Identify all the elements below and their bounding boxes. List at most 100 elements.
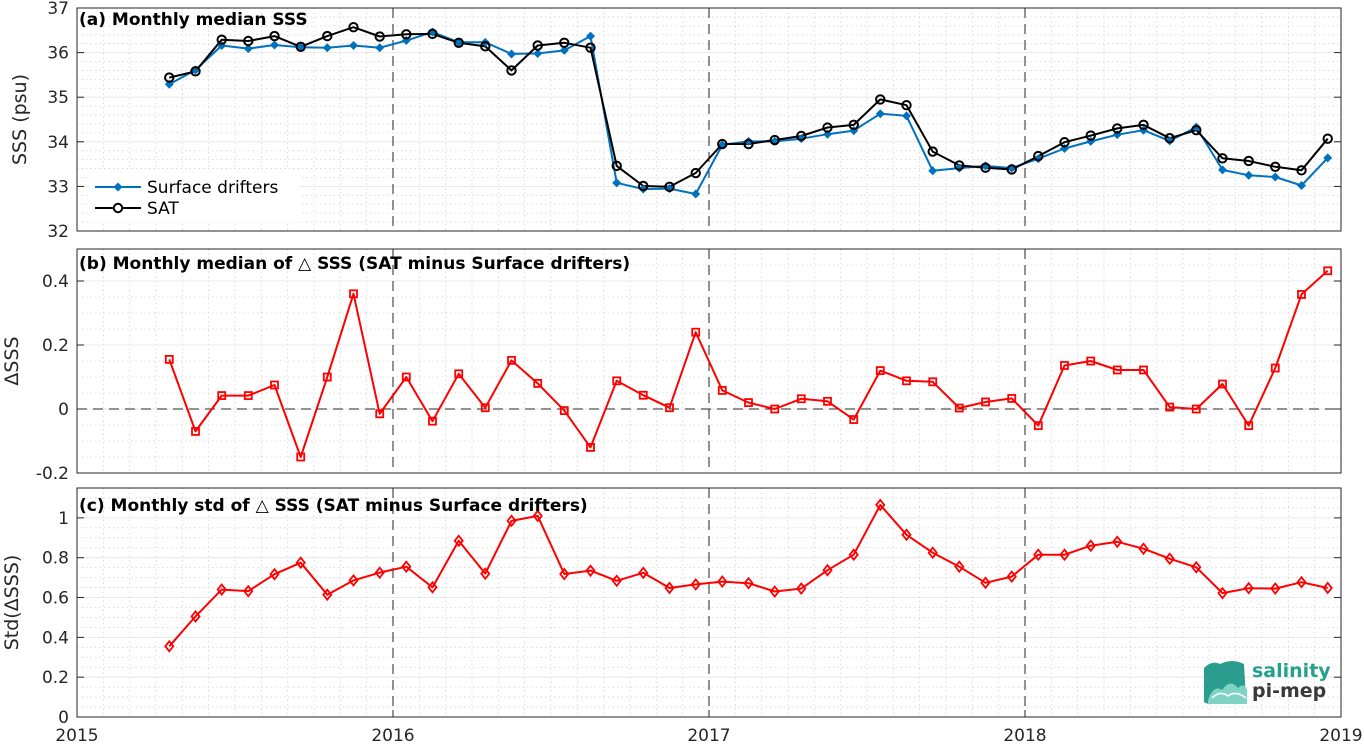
data-point [665,403,674,413]
data-point [822,122,833,133]
data-point [638,184,648,194]
data-point [1218,379,1227,389]
data-point [981,397,990,407]
x-tick-label: 2017 [687,726,730,745]
data-point [190,66,201,77]
data-point [1033,421,1043,431]
data-point [295,41,306,53]
salinity-pi-mep-logo: salinity pi-mep [1204,660,1331,704]
panel-b-monthly-median-delta-sss: -0.2 0 0.2 0.4 ΔSSS (b) Monthly median of △… [1,248,1342,484]
data-point [664,581,675,595]
y-tick-label: 0.4 [42,272,69,292]
x-tick-label: 2019 [1319,726,1362,745]
data-point [586,31,595,41]
data-point [1164,552,1175,566]
data-point [454,369,464,379]
data-point [927,546,938,560]
y-tick-label: 37 [47,0,69,19]
data-point [533,378,543,388]
panel-a-monthly-median-sss: 32 33 34 35 36 37 SSS (psu) (a) Monthly media… [9,0,1342,242]
y-tick-label: 1 [58,509,69,529]
data-point [1112,365,1122,375]
data-point [980,162,991,173]
legend-label-sat: SAT [147,199,179,219]
panel-c-title: (c) Monthly std of △ SSS (SAT minus Surf… [79,496,588,516]
data-point [770,404,780,414]
data-point [849,126,859,136]
data-point [744,136,753,146]
data-point [533,48,543,58]
panel-c-ylabel: Std(ΔSSS) [1,555,23,651]
data-point [1191,125,1202,136]
data-point [190,609,201,623]
data-point [717,138,728,150]
data-point [690,167,701,179]
data-point [954,160,965,171]
data-point [691,327,701,337]
data-point [769,134,780,146]
y-tick-label: 0 [58,400,69,420]
y-tick-label: -0.2 [36,464,69,484]
data-point [480,41,491,52]
data-point [1165,136,1175,146]
data-point [1297,290,1306,299]
data-point [1243,155,1254,167]
y-tick-label: 0.4 [42,628,69,648]
data-point [1007,394,1017,403]
data-point [1112,123,1123,134]
data-point [401,560,412,574]
data-point [349,40,358,50]
data-point [1164,133,1175,144]
data-point [875,109,885,119]
data-point [901,528,912,542]
data-point [427,580,438,594]
data-point [823,396,832,406]
data-point [848,548,859,562]
data-point [928,377,938,387]
panel-c-monthly-std-delta-sss: 0 0.2 0.4 0.6 0.8 1 2015 2016 2017 2018 2019 Std(… [1,487,1363,745]
data-point [1085,539,1096,553]
data-point [1244,170,1254,180]
data-point [322,588,333,602]
data-point [164,639,175,653]
data-point [743,576,754,590]
data-point [1033,150,1044,162]
data-point [1006,164,1017,175]
data-point [243,391,253,400]
data-point [375,409,385,419]
data-point [902,376,911,386]
y-tick-label: 35 [47,88,69,108]
y-tick-label: 0.2 [42,336,69,356]
data-point [1059,137,1070,148]
data-point [875,94,886,105]
data-point [453,37,464,48]
data-point [427,28,438,40]
data-point [243,584,254,598]
data-point [796,582,807,596]
x-tick-label: 2016 [371,726,414,745]
data-point [796,134,806,144]
data-point [1086,356,1096,366]
data-point [559,406,569,416]
data-point [506,65,517,76]
data-point [928,166,938,176]
data-point [375,43,385,53]
data-point [322,30,333,42]
data-point [611,160,622,172]
y-tick-label: 36 [47,44,69,64]
data-point [453,534,464,548]
data-point [638,180,649,192]
data-point [348,21,359,33]
data-point [611,574,622,588]
data-point [1085,130,1096,141]
data-point [295,556,306,570]
data-point [1296,165,1307,176]
data-point [374,31,385,42]
data-point [717,386,727,395]
data-point [1139,365,1148,375]
data-point [849,415,859,424]
data-point [585,564,596,578]
data-point [269,30,280,42]
data-point [1218,165,1227,175]
